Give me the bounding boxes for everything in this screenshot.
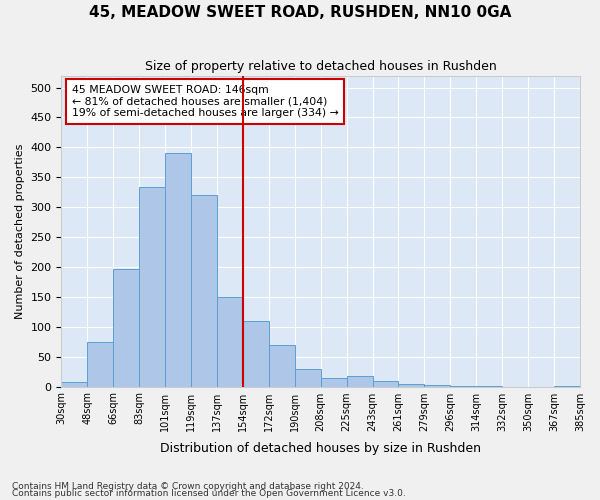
Bar bbox=[165, 154, 191, 386]
Bar bbox=[113, 268, 139, 386]
Bar bbox=[373, 380, 398, 386]
Text: Contains HM Land Registry data © Crown copyright and database right 2024.: Contains HM Land Registry data © Crown c… bbox=[12, 482, 364, 491]
X-axis label: Distribution of detached houses by size in Rushden: Distribution of detached houses by size … bbox=[160, 442, 481, 455]
Bar bbox=[269, 344, 295, 387]
Bar bbox=[61, 382, 88, 386]
Bar bbox=[139, 187, 165, 386]
Bar bbox=[347, 376, 373, 386]
Bar bbox=[295, 368, 321, 386]
Title: Size of property relative to detached houses in Rushden: Size of property relative to detached ho… bbox=[145, 60, 497, 73]
Bar bbox=[398, 384, 424, 386]
Y-axis label: Number of detached properties: Number of detached properties bbox=[15, 144, 25, 318]
Bar bbox=[191, 194, 217, 386]
Bar bbox=[243, 320, 269, 386]
Bar bbox=[321, 378, 347, 386]
Text: Contains public sector information licensed under the Open Government Licence v3: Contains public sector information licen… bbox=[12, 489, 406, 498]
Text: 45 MEADOW SWEET ROAD: 146sqm
← 81% of detached houses are smaller (1,404)
19% of: 45 MEADOW SWEET ROAD: 146sqm ← 81% of de… bbox=[72, 85, 338, 118]
Text: 45, MEADOW SWEET ROAD, RUSHDEN, NN10 0GA: 45, MEADOW SWEET ROAD, RUSHDEN, NN10 0GA bbox=[89, 5, 511, 20]
Bar bbox=[88, 342, 113, 386]
Bar bbox=[217, 297, 243, 386]
